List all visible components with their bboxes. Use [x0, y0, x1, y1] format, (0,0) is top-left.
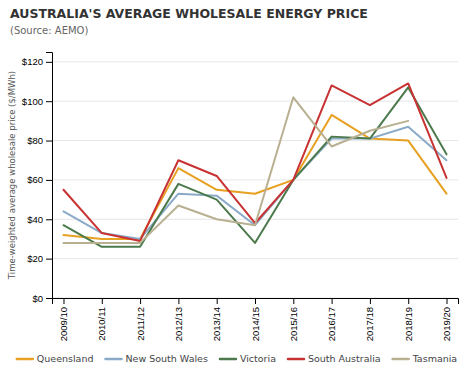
x-tick: 2010/11 [96, 298, 107, 341]
legend-item: South Australia [288, 353, 381, 364]
y-tick-mark [46, 259, 52, 260]
x-tick: 2014/15 [250, 298, 261, 341]
x-tick-mark [102, 298, 103, 304]
grid-line [52, 219, 458, 220]
y-tick: $80 [27, 135, 52, 146]
series-line [63, 97, 408, 243]
subtitle: (Source: AEMO) [10, 25, 88, 36]
y-tick: $0 [32, 293, 52, 304]
x-tick-label: 2016/17 [326, 307, 337, 341]
x-tick-mark [217, 298, 218, 304]
legend-label: New South Wales [125, 353, 207, 364]
y-tick-label: $40 [27, 214, 43, 225]
x-tick: 2012/13 [173, 298, 184, 341]
legend-item: Tasmania [393, 353, 458, 364]
y-axis-line [46, 53, 53, 299]
x-tick-label: 2011/12 [135, 307, 146, 341]
x-tick: 2017/18 [364, 298, 375, 341]
chart: AUSTRALIA'S AVERAGE WHOLESALE ENERGY PRI… [0, 0, 474, 372]
y-tick: $120 [22, 56, 52, 67]
x-tick-label: 2015/16 [288, 307, 299, 341]
plot: $0 $20 $40 $60 $80 $100 $120 2009/10 2010/11 2011… [22, 53, 459, 342]
legend-swatch [105, 358, 121, 361]
x-tick-label: 2018/19 [403, 307, 414, 341]
x-tick-label: 2014/15 [250, 307, 261, 341]
x-tick-mark [293, 298, 294, 304]
y-tick-mark [46, 62, 52, 63]
series-line [63, 83, 446, 240]
y-tick-label: $60 [27, 174, 43, 185]
legend-label: Victoria [240, 353, 276, 364]
legend-swatch [17, 358, 33, 361]
legend: Queensland New South Wales Victoria South A… [17, 353, 457, 364]
legend-item: Queensland [17, 353, 94, 364]
grid [52, 62, 458, 298]
x-tick: 2013/14 [211, 298, 222, 341]
x-tick-label: 2013/14 [211, 307, 222, 341]
x-tick: 2015/16 [288, 298, 299, 341]
y-tick-label: $80 [27, 135, 43, 146]
grid-line [52, 179, 458, 180]
grid-line [52, 61, 458, 62]
y-tick-mark [46, 180, 52, 181]
x-tick: 2019/20 [441, 298, 452, 341]
x-tick-mark [408, 298, 409, 304]
y-label: Time-weighted average wholesale price ($… [7, 71, 17, 280]
series-line [63, 115, 446, 239]
lines [63, 83, 446, 246]
y-tick-mark [46, 101, 52, 102]
legend-label: South Australia [308, 353, 381, 364]
x-tick-label: 2017/18 [364, 307, 375, 341]
x-tick: 2018/19 [403, 298, 414, 341]
y-tick: $60 [27, 174, 52, 185]
x-tick: 2009/10 [58, 298, 69, 341]
y-tick: $20 [27, 253, 52, 264]
grid-line [52, 258, 458, 259]
legend-item: New South Wales [105, 353, 207, 364]
legend-swatch [393, 358, 409, 361]
y-tick-mark [46, 298, 52, 299]
legend-label: Queensland [37, 353, 94, 364]
y-tick-label: $120 [22, 56, 43, 67]
y-tick-label: $100 [22, 96, 43, 107]
y-tick-label: $20 [27, 253, 43, 264]
x-tick-mark [332, 298, 333, 304]
y-tick: $100 [22, 96, 52, 107]
y-tick-mark [46, 219, 52, 220]
x-tick-mark [255, 298, 256, 304]
legend-label: Tasmania [412, 353, 458, 364]
y-tick-mark [46, 141, 52, 142]
y-tick-label: $0 [32, 293, 43, 304]
x-axis-line [53, 299, 459, 305]
y-tick: $40 [27, 214, 52, 225]
series-line [63, 87, 446, 246]
x-tick: 2011/12 [135, 298, 146, 341]
x-tick-mark [370, 298, 371, 304]
x-tick-label: 2009/10 [58, 307, 69, 341]
title: AUSTRALIA'S AVERAGE WHOLESALE ENERGY PRI… [10, 6, 368, 21]
x-tick-mark [63, 298, 64, 304]
x-tick-mark [447, 298, 448, 304]
legend-swatch [220, 358, 236, 361]
x-axis: 2009/10 2010/11 2011/12 2012/13 2013/14 2014/… [53, 298, 459, 341]
x-tick-label: 2010/11 [96, 307, 107, 341]
y-axis: $0 $20 $40 $60 $80 $100 $120 [22, 53, 53, 304]
legend-item: Victoria [220, 353, 276, 364]
x-tick: 2016/17 [326, 298, 337, 341]
x-tick-mark [178, 298, 179, 304]
legend-swatch [288, 358, 304, 361]
x-tick-label: 2019/20 [441, 307, 452, 341]
x-tick-label: 2012/13 [173, 307, 184, 341]
x-tick-mark [140, 298, 141, 304]
